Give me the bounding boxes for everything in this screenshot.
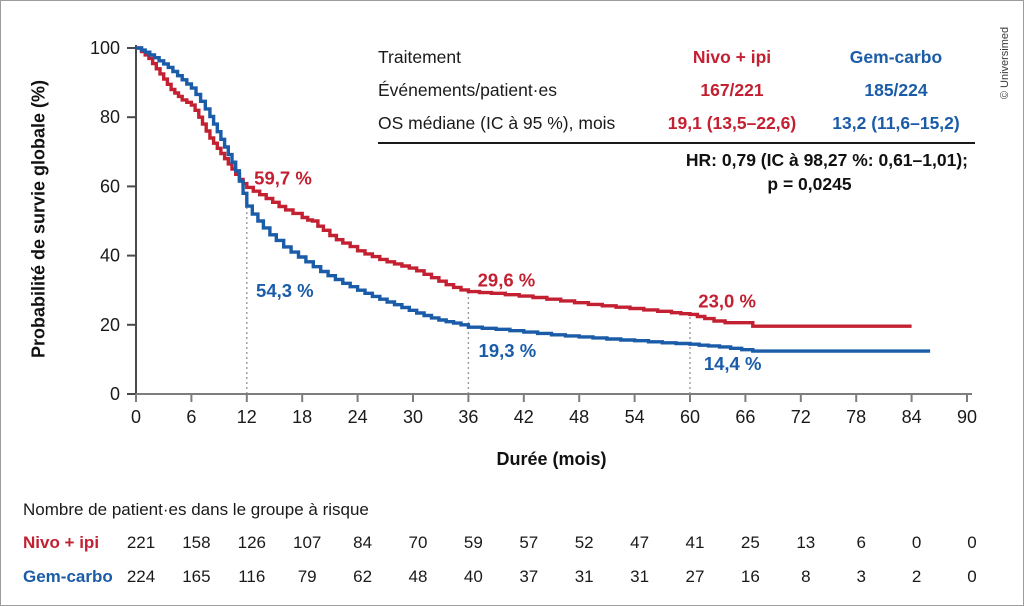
legend-row-median-label: OS médiane (IC à 95 %), mois xyxy=(378,113,616,133)
x-tick-label: 60 xyxy=(680,407,700,427)
x-tick-label: 66 xyxy=(735,407,755,427)
risk-value: 224 xyxy=(126,567,156,586)
x-tick-label: 12 xyxy=(237,407,257,427)
x-tick-label: 42 xyxy=(514,407,534,427)
y-axis-title: Probabilité de survie globale (%) xyxy=(28,79,49,359)
x-tick-label: 78 xyxy=(846,407,866,427)
x-tick-label: 48 xyxy=(569,407,589,427)
risk-value: 0 xyxy=(967,567,977,586)
x-tick-label: 6 xyxy=(186,407,196,427)
copyright-text: © Universimed xyxy=(999,26,1011,100)
risk-row-values-nivo: 221 158 126 107 84 70 59 57 52 47 41 25 13 6 0 0 xyxy=(1,533,1023,555)
risk-value: 84 xyxy=(353,533,373,552)
p-value-text: p = 0,0245 xyxy=(767,174,852,194)
risk-value: 31 xyxy=(630,567,650,586)
y-tick-label: 100 xyxy=(90,38,120,58)
legend-median-gem: 13,2 (11,6–15,2) xyxy=(832,113,960,133)
risk-value: 41 xyxy=(685,533,705,552)
risk-value: 2 xyxy=(911,567,922,586)
legend-median-nivo: 19,1 (13,5–22,6) xyxy=(667,113,797,133)
risk-value: 27 xyxy=(685,567,705,586)
risk-row-values-gem: 224 165 116 79 62 48 40 37 31 31 27 16 8 3 2 0 xyxy=(1,567,1023,589)
annotation-red: 23,0 % xyxy=(698,291,756,312)
risk-value: 0 xyxy=(911,533,922,552)
legend-row-treatment-label: Traitement xyxy=(378,47,461,67)
risk-value: 31 xyxy=(574,567,594,586)
risk-value: 52 xyxy=(574,533,594,552)
risk-value: 8 xyxy=(801,567,811,586)
risk-table-title: Nombre de patient·es dans le groupe à ri… xyxy=(23,500,369,519)
legend-divider xyxy=(378,142,975,144)
risk-value: 158 xyxy=(182,533,211,552)
risk-value: 116 xyxy=(238,567,266,586)
x-tick-label: 24 xyxy=(348,407,368,427)
survival-curve-red xyxy=(136,46,912,328)
risk-value: 16 xyxy=(740,567,760,586)
y-tick-label: 20 xyxy=(100,315,120,335)
y-tick-label: 80 xyxy=(100,107,120,127)
x-tick-label: 72 xyxy=(791,407,811,427)
x-tick-label: 18 xyxy=(292,407,312,427)
risk-value: 47 xyxy=(630,533,650,552)
annotation-red: 29,6 % xyxy=(478,270,536,291)
x-tick-label: 54 xyxy=(625,407,645,427)
risk-value: 126 xyxy=(237,533,266,552)
risk-row-label-gem: Gem-carbo xyxy=(23,567,113,586)
y-tick-label: 0 xyxy=(110,384,120,404)
x-tick-label: 90 xyxy=(957,407,977,427)
risk-value: 6 xyxy=(856,533,866,552)
risk-value: 37 xyxy=(519,567,539,586)
survival-curve-blue xyxy=(136,46,931,353)
legend-events-nivo: 167/221 xyxy=(700,80,764,100)
legend-header-gem: Gem-carbo xyxy=(849,47,943,67)
y-tick-label: 60 xyxy=(100,176,120,196)
risk-value: 79 xyxy=(297,567,317,586)
legend-row-events-label: Événements/patient·es xyxy=(378,80,557,100)
legend-events-gem: 185/224 xyxy=(864,80,928,100)
annotation-blue: 14,4 % xyxy=(704,353,762,374)
x-axis-title: Durée (mois) xyxy=(496,449,607,469)
risk-value: 0 xyxy=(967,533,977,552)
annotation-blue: 54,3 % xyxy=(256,280,314,301)
risk-value: 40 xyxy=(463,567,483,586)
risk-value: 165 xyxy=(182,567,211,586)
hazard-ratio-text: HR: 0,79 (IC à 98,27 %: 0,61–1,01); xyxy=(685,150,968,170)
x-tick-label: 0 xyxy=(131,407,141,427)
risk-value: 3 xyxy=(856,567,866,586)
risk-value: 62 xyxy=(353,567,373,586)
x-tick-label: 30 xyxy=(403,407,423,427)
risk-row-label-nivo: Nivo + ipi xyxy=(23,533,100,552)
x-tick-label: 84 xyxy=(902,407,922,427)
annotation-red: 59,7 % xyxy=(254,168,312,189)
risk-value: 59 xyxy=(463,533,483,552)
risk-value: 48 xyxy=(408,567,428,586)
annotation-blue: 19,3 % xyxy=(479,340,537,361)
risk-value: 25 xyxy=(740,533,760,552)
risk-value: 107 xyxy=(293,533,322,552)
risk-value: 221 xyxy=(126,533,156,552)
x-tick-label: 36 xyxy=(458,407,478,427)
risk-value: 13 xyxy=(796,533,816,552)
risk-value: 57 xyxy=(519,533,539,552)
y-tick-label: 40 xyxy=(100,246,120,266)
risk-value: 70 xyxy=(408,533,428,552)
survival-chart: 0 20 40 60 80 100 0 6 12 18 24 30 36 42 48 54 60 66 72 78 84… xyxy=(90,38,977,427)
legend-header-nivo: Nivo + ipi xyxy=(692,47,772,67)
